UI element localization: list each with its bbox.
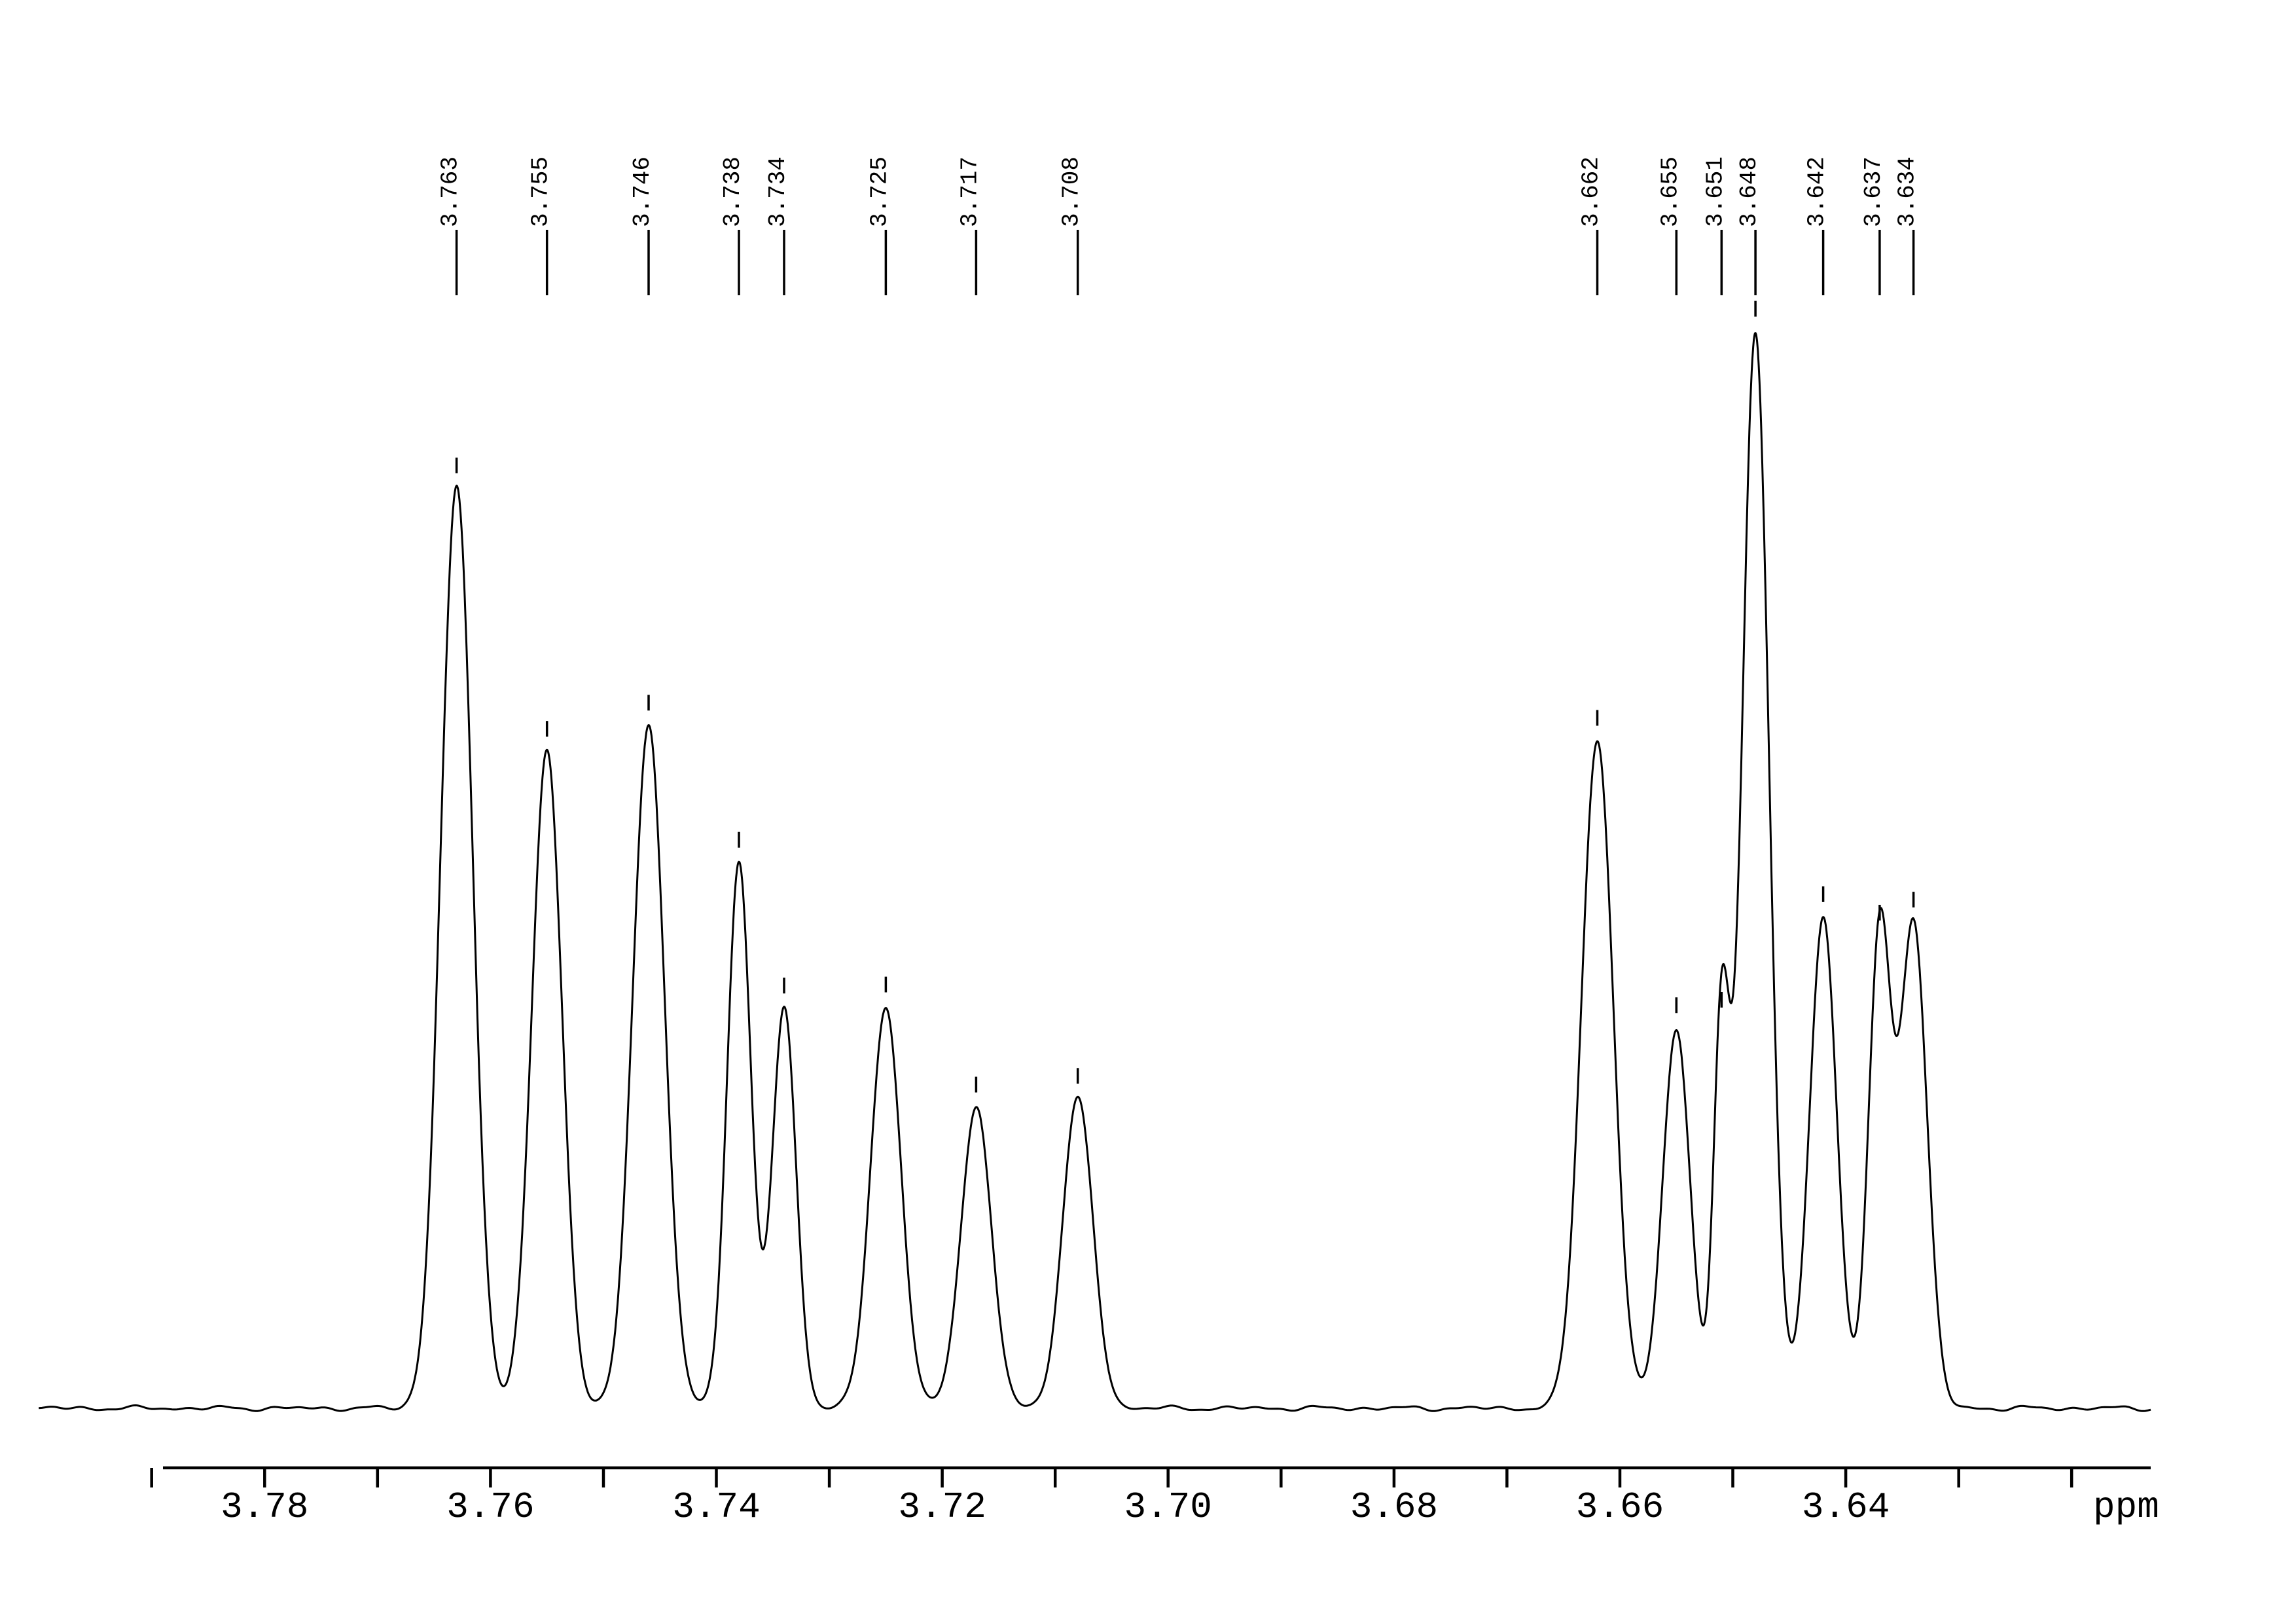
- svg-text:3.66: 3.66: [1576, 1486, 1664, 1528]
- svg-text:3.755: 3.755: [528, 156, 554, 227]
- svg-text:3.637: 3.637: [1860, 156, 1887, 227]
- svg-text:3.662: 3.662: [1578, 156, 1605, 227]
- svg-text:3.655: 3.655: [1657, 156, 1683, 227]
- svg-text:3.634: 3.634: [1894, 156, 1921, 227]
- svg-text:3.738: 3.738: [719, 156, 746, 227]
- svg-text:3.708: 3.708: [1058, 156, 1085, 227]
- svg-text:3.717: 3.717: [956, 156, 983, 227]
- svg-text:3.651: 3.651: [1702, 156, 1729, 227]
- svg-text:3.70: 3.70: [1124, 1486, 1211, 1528]
- svg-text:3.746: 3.746: [629, 156, 656, 227]
- svg-text:3.76: 3.76: [446, 1486, 534, 1528]
- svg-text:3.734: 3.734: [764, 156, 791, 227]
- svg-text:3.68: 3.68: [1350, 1486, 1438, 1528]
- svg-text:3.648: 3.648: [1736, 156, 1763, 227]
- svg-text:3.642: 3.642: [1804, 156, 1831, 227]
- svg-text:ppm: ppm: [2093, 1486, 2159, 1528]
- svg-text:3.64: 3.64: [1802, 1486, 1890, 1528]
- svg-text:3.74: 3.74: [672, 1486, 760, 1528]
- svg-text:3.78: 3.78: [221, 1486, 308, 1528]
- svg-text:3.763: 3.763: [437, 156, 464, 227]
- svg-text:3.72: 3.72: [898, 1486, 986, 1528]
- svg-text:3.725: 3.725: [866, 156, 893, 227]
